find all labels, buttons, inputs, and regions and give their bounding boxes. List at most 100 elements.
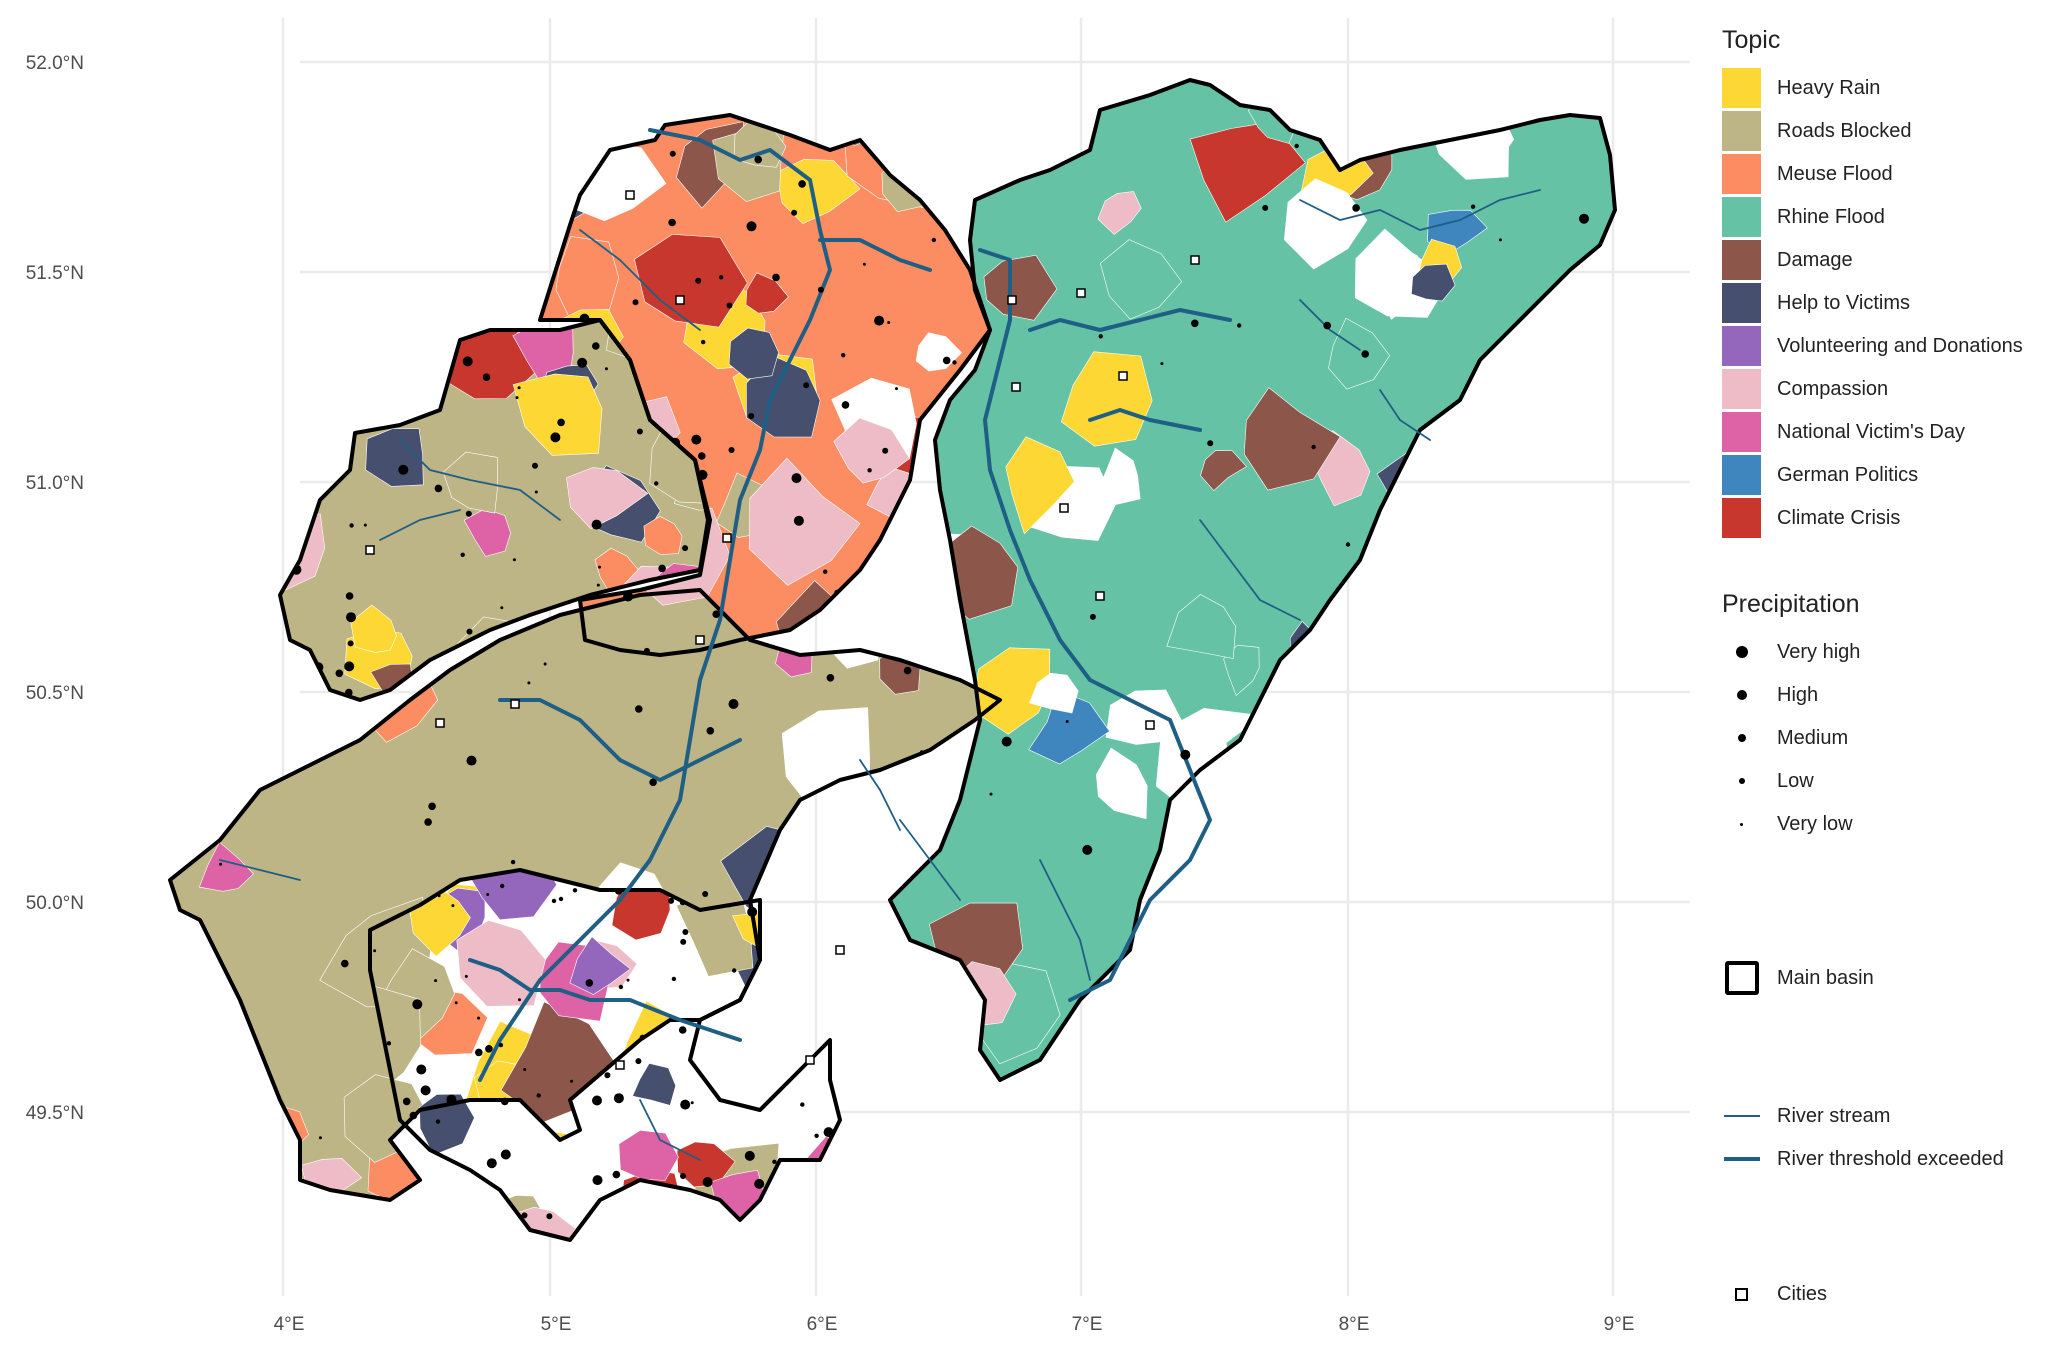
sub-basin [1005,436,1075,535]
topic-swatch [1722,68,1761,108]
precip-point [1237,323,1242,328]
precip-point [822,1219,828,1225]
precip-point [344,661,355,672]
city-swatch [1735,1287,1748,1301]
topic-label: Heavy Rain [1777,76,1881,99]
precip-point [409,402,416,409]
precip-point [1487,399,1498,409]
precip-point [942,608,948,614]
river-stream-swatch [1723,1115,1760,1117]
topic-label: Meuse Flood [1777,162,1893,185]
topic-label: Rhine Flood [1777,205,1885,228]
legend-topic-item: Rhine Flood [1722,197,1885,237]
sub-basin [1446,745,1514,838]
river-stream [1039,859,1091,981]
precip-point [1207,440,1214,447]
legend-topic-item: Help to Victims [1722,283,1910,323]
sub-basin [1302,633,1380,705]
topic-swatch [1722,283,1761,323]
precip-point [961,1023,969,1031]
legend-topic-item: National Victim's Day [1722,412,1965,452]
precip-label: Very low [1777,812,1853,835]
sub-basin [1323,80,1419,155]
precip-point [464,974,468,978]
precip-point [803,382,810,389]
precip-point [989,792,993,796]
river-network [219,128,1541,1161]
precip-point [635,705,643,713]
precip-point [194,942,202,951]
precip-point [632,299,639,306]
precip-point [420,1085,431,1096]
precip-point [700,1036,711,1046]
precip-point [719,275,724,280]
sub-basin [890,1014,949,1080]
precip-point [1082,844,1093,855]
precip-point [618,984,624,990]
precip-point [1576,516,1585,525]
precip-point [800,1102,805,1107]
precip-point [691,434,702,445]
city-marker [1059,503,1069,513]
precip-point [804,807,809,813]
legend-topic-item: Volunteering and Donations [1722,326,2023,366]
precip-point [1292,796,1303,807]
precip-point [936,993,947,1004]
precip-point [462,356,473,367]
precip-point [680,938,687,945]
precip-point [867,468,872,473]
precip-point [888,605,892,609]
legend-topic-item: Compassion [1722,369,1888,409]
sub-basin [834,115,883,147]
city-marker [365,545,375,555]
precip-point [485,1045,493,1053]
precip-point [500,606,504,610]
sub-basin [1351,891,1404,931]
sub-basin [569,936,631,995]
sub-basin [795,838,846,905]
main-basin-outline [168,78,1617,1242]
precip-point [880,1194,885,1200]
sub-basin [1328,317,1391,390]
precip-point [1401,510,1412,521]
precip-point [1191,319,1199,328]
precip-point [527,681,531,685]
city-marker [1095,591,1105,601]
sub-basin [1202,983,1249,1033]
precip-point [915,494,925,504]
city-marker [1145,720,1155,730]
precip-point [668,897,675,904]
precip-point [577,357,588,368]
cities-label: Cities [1777,1282,1828,1305]
precip-point [510,859,516,865]
latitude-labels: 52.0°N 51.5°N 51.0°N 50.5°N 50.0°N 49.5°N [26,53,84,1124]
precip-point [1051,1046,1058,1053]
lat-tick-label: 51.0°N [26,473,84,494]
precip-point [518,998,521,1002]
precip-point [451,904,455,908]
sub-basin [566,467,649,530]
precip-point [829,1161,840,1172]
precip-point [636,428,643,435]
precip-point [936,621,942,627]
precip-point [623,591,634,602]
precip-point [698,452,706,460]
precip-point [363,523,367,527]
precip-point [862,262,866,266]
river-stream [899,819,961,901]
precip-dot [1740,822,1743,826]
river-stream [579,229,701,331]
lon-tick-label: 9°E [1604,1314,1635,1335]
lon-tick-label: 5°E [541,1314,572,1335]
precip-point [523,1068,527,1071]
sub-basin [792,808,864,884]
topic-swatch [1722,412,1761,452]
sub-basin [1535,641,1612,716]
precip-point [316,356,320,360]
precip-point [1311,444,1316,450]
precip-point [446,1094,457,1105]
precip-point [551,898,557,904]
lat-tick-label: 50.0°N [26,893,84,914]
river-stream [1379,389,1431,441]
